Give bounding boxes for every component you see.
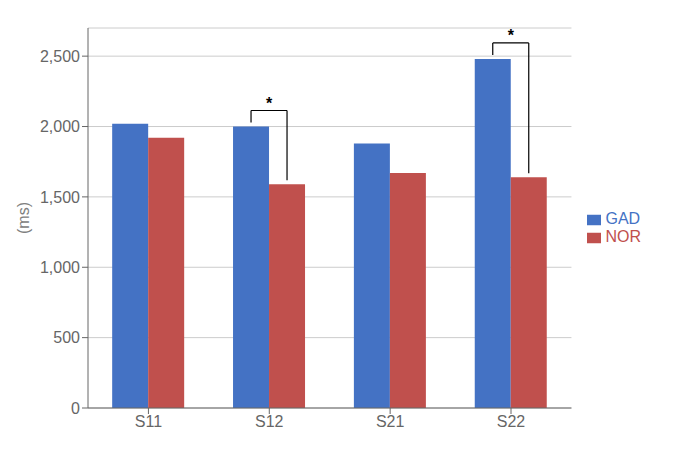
svg-text:0: 0 (71, 400, 80, 417)
svg-text:2,500: 2,500 (40, 48, 80, 65)
svg-text:S12: S12 (255, 413, 284, 430)
svg-text:S21: S21 (376, 413, 405, 430)
html-text:NOR: NOR (605, 228, 641, 245)
svg-text:S22: S22 (497, 413, 526, 430)
svg-text:*: * (266, 95, 273, 112)
svg-text:*: * (508, 27, 515, 44)
svg-text:1,000: 1,000 (40, 259, 80, 276)
svg-text:1,500: 1,500 (40, 189, 80, 206)
svg-text:(ms): (ms) (15, 202, 32, 234)
svg-text:500: 500 (53, 329, 80, 346)
svg-text:S11: S11 (135, 413, 162, 430)
svg-text:2,000: 2,000 (40, 118, 80, 135)
html-text:GAD: GAD (605, 210, 641, 227)
